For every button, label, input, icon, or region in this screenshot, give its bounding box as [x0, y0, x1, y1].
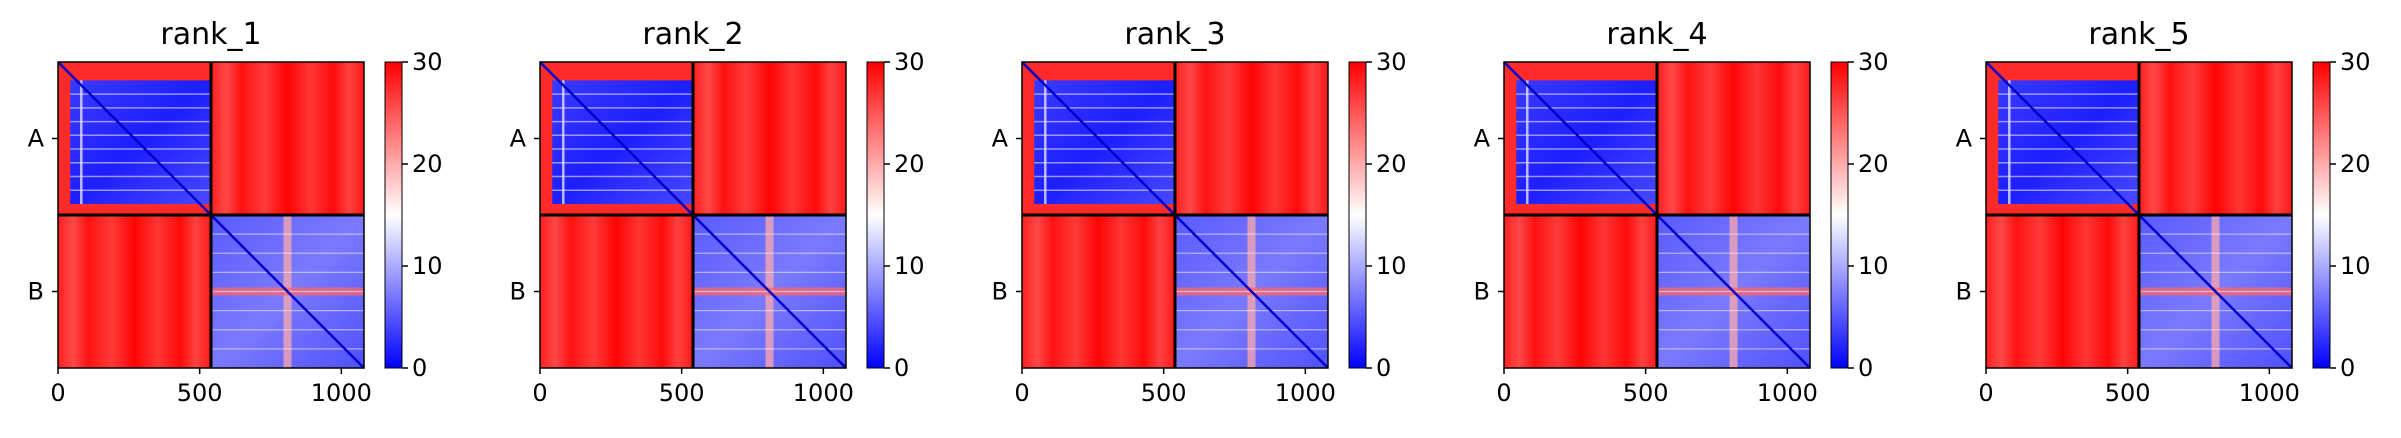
xtick-label-500: 500 [2105, 379, 2151, 407]
colorbar [866, 61, 885, 369]
xtick-label-0: 0 [1014, 379, 1029, 407]
xtick-label-0: 0 [1496, 379, 1511, 407]
xtick-label-0: 0 [50, 379, 65, 407]
chain-a-core [1998, 80, 2138, 204]
chain-a-core [552, 80, 692, 204]
chain-a-stripe [80, 80, 83, 204]
ytick-label-A: A [28, 125, 45, 153]
colorbar-tick-label-10: 10 [412, 252, 443, 280]
interchain-block-ab [2139, 62, 2292, 215]
colorbar-tick-label-0: 0 [1376, 354, 1391, 382]
colorbar-tick-label-10: 10 [2340, 252, 2371, 280]
colorbar-tick-label-0: 0 [412, 354, 427, 382]
xtick-label-1000: 1000 [311, 379, 372, 407]
ytick-label-B: B [1474, 278, 1490, 306]
colorbar [2312, 61, 2331, 369]
interchain-block-ab [211, 62, 364, 215]
panel-2: rank_2 A B 0 500 1000 0 10 20 30 [510, 17, 925, 407]
heatmap-frame [1503, 61, 1811, 369]
colorbar-tick-label-30: 30 [1376, 48, 1407, 76]
ytick-label-B: B [28, 278, 44, 306]
colorbar-tick-label-30: 30 [2340, 48, 2371, 76]
xtick-label-1000: 1000 [793, 379, 854, 407]
chain-a-stripe [2008, 80, 2011, 204]
xtick-label-0: 0 [1978, 379, 1993, 407]
interchain-block-ab [693, 62, 846, 215]
interchain-block-ba [1022, 215, 1175, 368]
panel-1: rank_1 A B 0 500 1000 0 10 20 30 [28, 17, 443, 407]
heatmap-frame [1021, 61, 1329, 369]
colorbar-tick-label-20: 20 [894, 150, 925, 178]
colorbar-tick-label-0: 0 [2340, 354, 2355, 382]
panel-title: rank_4 [1606, 17, 1707, 52]
colorbar-tick-label-0: 0 [1858, 354, 1873, 382]
xtick-label-500: 500 [659, 379, 705, 407]
interchain-block-ba [540, 215, 693, 368]
colorbar [1348, 61, 1367, 369]
colorbar [384, 61, 403, 369]
heatmap-frame [1985, 61, 2293, 369]
panel-5: rank_5 A B 0 500 1000 0 10 20 30 [1956, 17, 2371, 407]
panel-title: rank_1 [160, 17, 261, 52]
interchain-block-ab [1657, 62, 1810, 215]
colorbar-tick-label-0: 0 [894, 354, 909, 382]
colorbar-tick-label-10: 10 [894, 252, 925, 280]
interchain-block-ba [58, 215, 211, 368]
chain-a-stripe [1526, 80, 1529, 204]
xtick-label-1000: 1000 [2239, 379, 2300, 407]
colorbar [1830, 61, 1849, 369]
xtick-label-1000: 1000 [1757, 379, 1818, 407]
ytick-label-A: A [992, 125, 1009, 153]
ytick-label-B: B [510, 278, 526, 306]
colorbar-tick-label-30: 30 [412, 48, 443, 76]
panel-title: rank_5 [2088, 17, 2189, 52]
colorbar-tick-label-10: 10 [1376, 252, 1407, 280]
ytick-label-A: A [510, 125, 527, 153]
xtick-label-500: 500 [1141, 379, 1187, 407]
xtick-label-500: 500 [177, 379, 223, 407]
colorbar-tick-label-20: 20 [2340, 150, 2371, 178]
chain-a-stripe [562, 80, 565, 204]
heatmap-frame [539, 61, 847, 369]
ytick-label-B: B [992, 278, 1008, 306]
ytick-label-A: A [1956, 125, 1973, 153]
panel-title: rank_3 [1124, 17, 1225, 52]
colorbar-tick-label-30: 30 [1858, 48, 1889, 76]
colorbar-tick-label-10: 10 [1858, 252, 1889, 280]
ytick-label-B: B [1956, 278, 1972, 306]
heatmap-frame [57, 61, 365, 369]
xtick-label-0: 0 [532, 379, 547, 407]
chain-a-core [1516, 80, 1656, 204]
panel-4: rank_4 A B 0 500 1000 0 10 20 30 [1474, 17, 1889, 407]
interchain-block-ba [1504, 215, 1657, 368]
colorbar-tick-label-30: 30 [894, 48, 925, 76]
colorbar-tick-label-20: 20 [1858, 150, 1889, 178]
ytick-label-A: A [1474, 125, 1491, 153]
chain-a-stripe [1044, 80, 1047, 204]
chain-a-core [70, 80, 210, 204]
interchain-block-ba [1986, 215, 2139, 368]
colorbar-tick-label-20: 20 [412, 150, 443, 178]
panel-title: rank_2 [642, 17, 743, 52]
interchain-block-ab [1175, 62, 1328, 215]
xtick-label-500: 500 [1623, 379, 1669, 407]
colorbar-tick-label-20: 20 [1376, 150, 1407, 178]
chain-a-core [1034, 80, 1174, 204]
panel-3: rank_3 A B 0 500 1000 0 10 20 30 [992, 17, 1407, 407]
xtick-label-1000: 1000 [1275, 379, 1336, 407]
